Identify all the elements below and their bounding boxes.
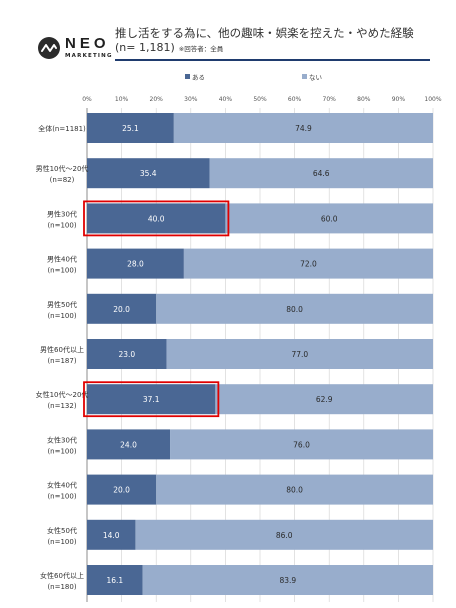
data-label: 23.0	[118, 350, 135, 359]
y-tick-label: (n=187)	[47, 357, 76, 365]
data-label: 37.1	[143, 395, 160, 404]
neo-marketing-logo: NEO MARKETING	[38, 35, 118, 66]
data-label: 83.9	[280, 576, 297, 585]
data-label: 74.9	[295, 124, 312, 133]
x-tick-label: 20%	[150, 96, 164, 103]
respondent-note: ※回答者：全員	[178, 45, 224, 53]
highlight-box	[83, 381, 220, 418]
legend-swatch	[302, 74, 307, 79]
y-tick-label: 男性50代	[47, 300, 77, 309]
logo-wave-icon	[38, 37, 60, 59]
bar-yes	[87, 248, 184, 279]
y-tick-label: 男性30代	[47, 209, 77, 218]
logo-wordmark: NEO	[65, 35, 110, 52]
y-tick-label: (n=100)	[47, 221, 76, 229]
legend-swatch	[185, 74, 190, 79]
title-rule	[115, 59, 430, 61]
bar-yes	[87, 113, 174, 143]
data-label: 80.0	[286, 486, 303, 495]
data-label: 24.0	[120, 440, 137, 449]
sample-size: (n= 1,181)	[115, 41, 175, 54]
x-tick-label: 50%	[253, 96, 267, 103]
logo-subtext: MARKETING	[65, 53, 113, 59]
legend-label: ある	[192, 74, 205, 82]
bar-yes	[87, 519, 136, 550]
y-tick-label: (n=180)	[47, 583, 76, 591]
y-tick-label: (n=100)	[47, 267, 76, 275]
bar-yes	[87, 339, 167, 369]
y-tick-label: 女性60代以上	[40, 571, 84, 580]
data-label: 62.9	[316, 395, 333, 404]
bar-yes	[87, 293, 157, 324]
y-tick-label: 女性40代	[47, 481, 77, 490]
data-label: 76.0	[293, 440, 310, 449]
highlight-box	[83, 200, 230, 237]
y-tick-label: 男性10代～20代	[36, 164, 89, 173]
data-label: 72.0	[300, 260, 317, 269]
x-tick-label: 90%	[392, 96, 406, 103]
data-label: 14.0	[103, 531, 120, 540]
x-tick-label: 10%	[115, 96, 129, 103]
data-label: 77.0	[291, 350, 308, 359]
data-label: 35.4	[140, 169, 157, 178]
data-label: 80.0	[286, 305, 303, 314]
bar-no	[170, 429, 434, 460]
x-tick-label: 30%	[184, 96, 198, 103]
bar-no	[225, 203, 433, 234]
x-tick-label: 80%	[357, 96, 371, 103]
x-tick-label: 0%	[82, 96, 92, 103]
data-label: 64.6	[313, 169, 330, 178]
bar-no	[173, 113, 433, 143]
y-tick-label: (n=100)	[47, 312, 76, 320]
x-tick-label: 100%	[424, 96, 441, 103]
data-label: 20.0	[113, 486, 130, 495]
data-label: 60.0	[321, 214, 338, 223]
y-tick-label: (n=132)	[47, 402, 76, 410]
data-label: 40.0	[148, 214, 165, 223]
bar-no	[142, 565, 433, 595]
y-tick-label: (n=100)	[47, 447, 76, 455]
data-label: 25.1	[122, 124, 139, 133]
y-tick-label: 女性50代	[47, 526, 77, 535]
y-tick-label: 女性30代	[47, 435, 77, 444]
x-tick-label: 60%	[288, 96, 302, 103]
data-label: 20.0	[113, 305, 130, 314]
bar-yes	[87, 474, 157, 505]
y-tick-label: (n=100)	[47, 493, 76, 501]
bar-yes	[87, 158, 210, 189]
bar-yes	[87, 384, 216, 415]
data-label: 16.1	[107, 576, 124, 585]
bar-no	[156, 474, 433, 505]
bar-yes	[87, 203, 226, 234]
data-label: 28.0	[127, 260, 144, 269]
chart-title: 推し活をする為に、他の趣味・娯楽を控えた・やめた経験	[115, 26, 414, 40]
chart-subtitle: (n= 1,181) ※回答者：全員	[115, 41, 223, 54]
bar-no	[183, 248, 433, 279]
bar-no	[209, 158, 433, 189]
x-tick-label: 70%	[323, 96, 337, 103]
x-tick-label: 40%	[219, 96, 233, 103]
bar-no	[166, 339, 433, 369]
y-tick-label: (n=82)	[50, 176, 75, 184]
bar-no	[215, 384, 433, 415]
bar-no	[156, 293, 433, 324]
y-tick-label: (n=100)	[47, 538, 76, 546]
bar-yes	[87, 429, 171, 460]
y-tick-label: 男性60代以上	[40, 345, 84, 354]
data-label: 86.0	[276, 531, 293, 540]
y-tick-label: 全体(n=1181)	[38, 124, 86, 133]
bar-yes	[87, 565, 143, 595]
legend-label: ない	[309, 74, 322, 82]
y-tick-label: 男性40代	[47, 255, 77, 264]
bar-no	[135, 519, 433, 550]
y-tick-label: 女性10代～20代	[36, 390, 89, 399]
